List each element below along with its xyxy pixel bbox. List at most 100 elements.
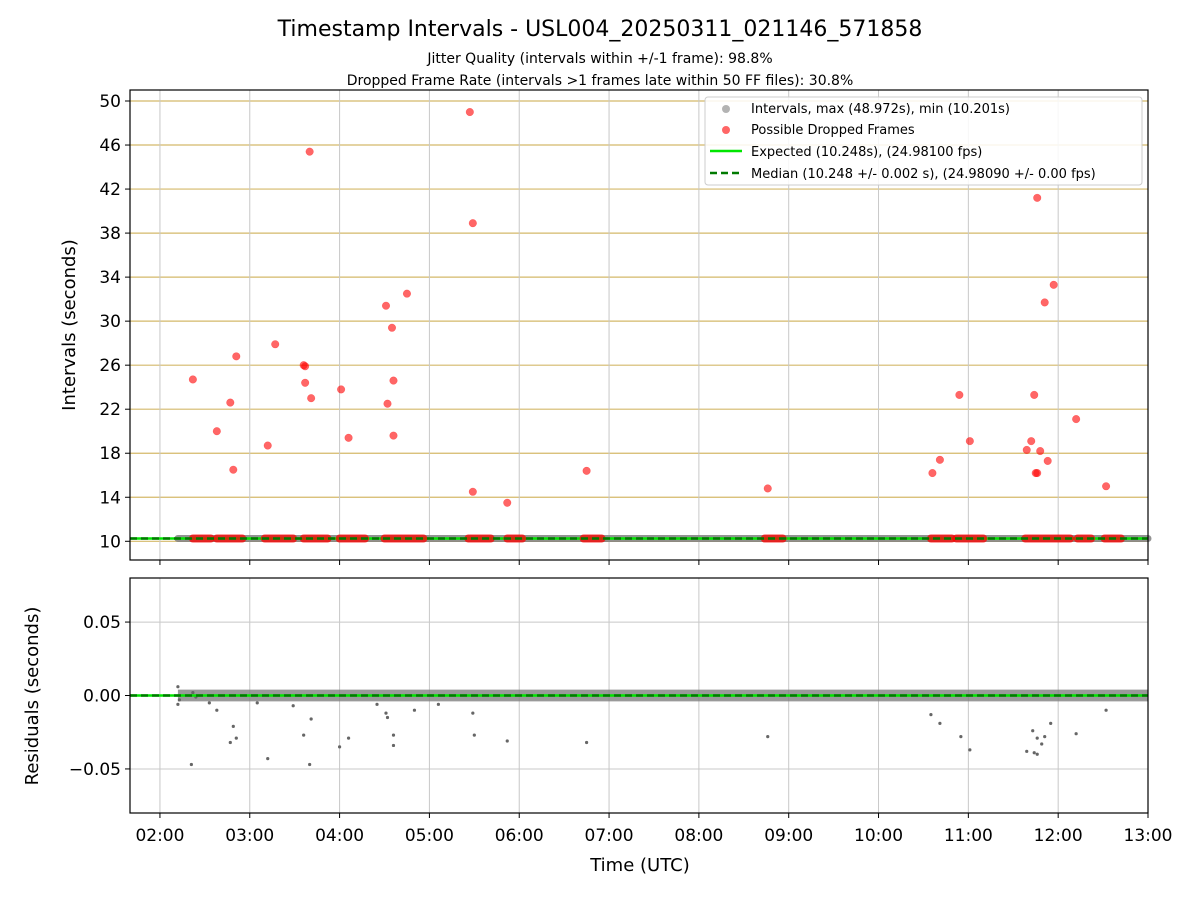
x-tick-label: 11:00 <box>944 826 993 846</box>
residuals-y-tick-label: 0.05 <box>83 613 121 633</box>
dropped-frame-point <box>582 466 591 475</box>
dropped-frame-point <box>188 375 197 384</box>
intervals-y-axis-label: Intervals (seconds) <box>59 239 80 411</box>
dropped-frame-point <box>387 323 397 332</box>
residuals-points <box>176 685 1108 767</box>
dropped-frame-point <box>1040 298 1049 307</box>
residual-point <box>266 757 270 761</box>
intervals-y-tick-label: 18 <box>99 444 121 464</box>
dropped-frame-point <box>1043 456 1052 465</box>
dropped-frame-point <box>301 378 310 387</box>
residual-point <box>375 702 379 706</box>
dropped-frame-point <box>1036 446 1045 456</box>
dropped-frame-point <box>1022 445 1031 454</box>
dropped-frame-point <box>1049 280 1058 289</box>
dropped-frame-point <box>1030 390 1039 399</box>
residual-point <box>215 708 219 712</box>
x-tick-label: 02:00 <box>135 826 184 846</box>
residual-point <box>191 690 195 695</box>
dropped-frame-point <box>383 399 392 408</box>
residual-point <box>291 704 295 708</box>
intervals-y-tick-label: 26 <box>99 356 121 376</box>
dropped-frame-point <box>468 487 477 496</box>
intervals-y-tick-label: 22 <box>99 400 121 420</box>
dropped-frame-point <box>232 352 241 361</box>
dropped-frame-point <box>1027 437 1036 446</box>
residuals-y-tick-label: −0.05 <box>69 760 121 780</box>
residual-point <box>1031 729 1035 733</box>
residual-point <box>385 715 390 720</box>
residual-point <box>337 745 342 749</box>
residual-point <box>391 743 396 748</box>
x-tick-label: 06:00 <box>495 826 544 846</box>
residual-point <box>207 701 211 705</box>
residual-point <box>959 735 963 739</box>
x-axis-label: Time (UTC) <box>589 855 690 876</box>
residual-point <box>585 740 589 745</box>
x-tick-label: 05:00 <box>405 826 454 846</box>
residual-point <box>176 702 180 706</box>
legend-label-dropped: Possible Dropped Frames <box>751 123 915 138</box>
legend-label-median: Median (10.248 +/- 0.002 s), (24.98090 +… <box>751 167 1096 182</box>
residuals-y-axis-label: Residuals (seconds) <box>22 607 43 786</box>
x-tick-label: 04:00 <box>315 826 364 846</box>
residual-point <box>255 701 259 705</box>
chart-subtitle-dropped: Dropped Frame Rate (intervals >1 frames … <box>347 73 854 89</box>
dropped-frame-point <box>212 427 221 436</box>
intervals-y-tick-label: 50 <box>99 92 121 112</box>
residual-point <box>1049 721 1053 726</box>
dropped-frame-point <box>226 398 235 407</box>
residual-point <box>309 717 313 721</box>
residual-point <box>234 736 238 740</box>
residual-point <box>472 733 476 737</box>
intervals-y-tick-label: 10 <box>99 532 121 552</box>
dropped-frame-point <box>468 219 477 228</box>
dropped-frame-point <box>1102 482 1111 491</box>
dropped-frame-point <box>503 498 512 507</box>
dropped-frame-point <box>1072 415 1081 424</box>
residual-point <box>968 748 972 752</box>
x-tick-label: 10:00 <box>854 826 903 846</box>
x-tick-label: 07:00 <box>585 826 634 846</box>
residual-point <box>231 724 235 728</box>
residual-point <box>228 740 232 745</box>
intervals-y-tick-label: 14 <box>99 488 121 508</box>
legend-marker-dropped <box>722 126 730 134</box>
dropped-frame-point <box>271 340 280 349</box>
residual-point <box>1104 708 1108 712</box>
dropped-frame-point <box>344 433 353 442</box>
residual-point <box>346 736 351 740</box>
dropped-frame-point <box>337 385 346 394</box>
chart-title: Timestamp Intervals - USL004_20250311_02… <box>277 17 923 42</box>
residual-point <box>176 685 180 689</box>
residual-point <box>505 739 509 743</box>
intervals-plot: 10 14 18 22 26 30 34 38 42 46 50 Intervals (second… <box>59 89 1152 565</box>
residual-point <box>189 762 193 767</box>
intervals-y-tick-label: 30 <box>99 312 121 332</box>
residual-point <box>308 762 312 767</box>
residual-point <box>1035 736 1039 740</box>
x-tick-label: 09:00 <box>764 826 813 846</box>
residuals-y-tick-label: 0.00 <box>83 687 121 707</box>
dropped-frame-point <box>928 468 937 478</box>
residuals-plot: 0.050.00−0.05 02:00 03:00 04:00 05:00 06:00 0… <box>22 577 1173 876</box>
dropped-frame-point <box>955 390 964 399</box>
dropped-frame-point <box>465 107 474 117</box>
dropped-frame-point <box>965 437 974 446</box>
residual-point <box>938 721 942 726</box>
intervals-y-tick-label: 34 <box>99 268 121 288</box>
residuals-x-ticks: 02:00 03:00 04:00 05:00 06:00 07:00 08:00 09:00… <box>135 813 1173 846</box>
residual-point <box>384 711 388 715</box>
legend-box <box>704 96 1143 186</box>
residual-point <box>391 733 396 737</box>
legend-label-expected: Expected (10.248s), (24.98100 fps) <box>751 145 982 160</box>
residual-point <box>1074 732 1078 736</box>
residual-point <box>1035 752 1039 756</box>
dropped-frame-point <box>763 484 772 493</box>
dropped-frame-point <box>307 394 316 403</box>
residual-point <box>766 735 770 739</box>
residual-point <box>1032 751 1036 755</box>
residual-point <box>412 708 417 712</box>
residual-point <box>436 702 440 706</box>
